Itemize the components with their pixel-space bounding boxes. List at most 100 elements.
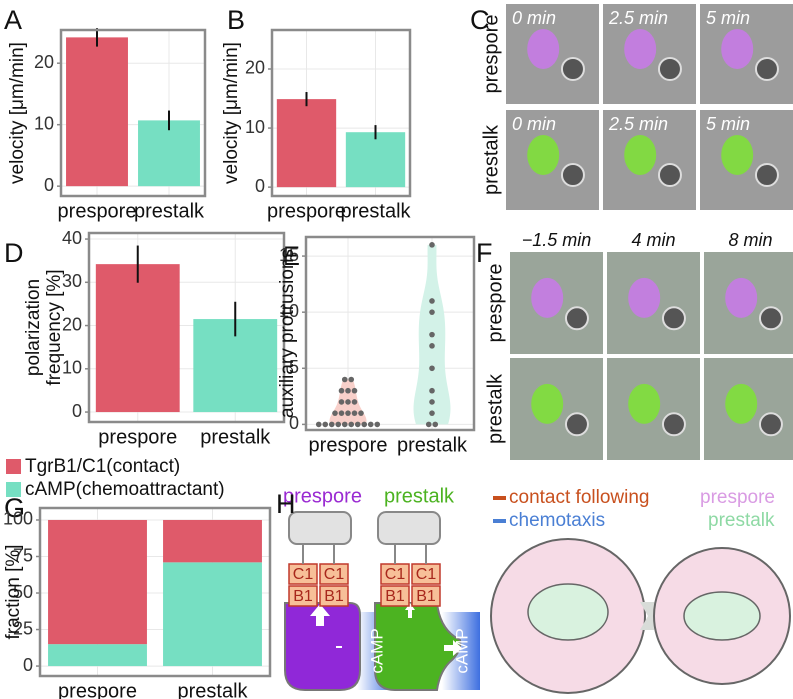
- panel-label: G: [4, 493, 25, 523]
- bar-segment: [48, 644, 147, 667]
- receptor-label: B1: [293, 588, 313, 605]
- point: [351, 399, 358, 405]
- cell: [721, 135, 754, 175]
- point: [429, 331, 435, 338]
- time-label: 8 min: [728, 230, 772, 250]
- bar-segment: [163, 562, 262, 667]
- time-label: 2.5 min: [608, 8, 668, 28]
- panel-label: E: [282, 241, 300, 271]
- y-tick-label: 20: [62, 314, 82, 334]
- panel-label: F: [476, 238, 493, 268]
- time-label: 0 min: [512, 8, 556, 28]
- y-tick-label: 15: [279, 245, 299, 265]
- row-label: prespore: [480, 15, 502, 94]
- receptor-label: B1: [324, 588, 344, 605]
- y-tick-label: 20: [245, 58, 265, 78]
- receptor: [411, 585, 441, 607]
- receptor-label: B1: [416, 588, 436, 605]
- cell-cap: [377, 511, 441, 545]
- point: [315, 421, 322, 428]
- h-right-title: prestalk: [384, 485, 455, 507]
- point: [341, 376, 348, 383]
- h-legend: chemotaxis: [509, 510, 605, 531]
- receptor: [319, 585, 349, 607]
- bead: [758, 412, 783, 437]
- bar-segment: [163, 519, 262, 563]
- y-axis-label: polarization: [23, 279, 44, 376]
- point: [367, 421, 374, 428]
- receptor-label: C1: [293, 566, 314, 583]
- point: [322, 421, 329, 428]
- row-label: prestalk: [484, 373, 506, 444]
- cell-cap: [288, 511, 352, 545]
- bead: [560, 57, 585, 81]
- x-tick-label: prestalk: [134, 200, 205, 222]
- y-tick-label: 5: [289, 357, 299, 377]
- point: [429, 343, 435, 349]
- cell: [725, 383, 758, 424]
- arrow: [310, 604, 330, 626]
- y-tick-label: 0: [23, 655, 33, 675]
- plot-frame: [59, 28, 207, 198]
- bar: [345, 132, 406, 188]
- x-tick-label: prespore: [98, 426, 177, 448]
- time-label: 2.5 min: [608, 114, 668, 134]
- prespore-cell: [284, 602, 361, 691]
- cell: [624, 135, 657, 175]
- point: [348, 421, 355, 428]
- cell: [527, 135, 560, 175]
- y-axis-label: velocity [μm/min]: [221, 42, 242, 184]
- time-label: 4 min: [631, 230, 675, 250]
- h-legend: contact following: [509, 487, 649, 508]
- cell: [725, 277, 758, 318]
- bead: [661, 306, 686, 331]
- point: [429, 242, 435, 248]
- y-axis-label: frequency [%]: [44, 269, 65, 385]
- y-tick-label: 0: [72, 401, 82, 421]
- legend-label: TgrB1/C1(contact): [25, 456, 180, 477]
- bead: [657, 163, 682, 187]
- plot-frame: [270, 28, 412, 198]
- y-axis-label: auxiliary protrusions: [277, 249, 298, 418]
- h-legend: prespore: [700, 487, 775, 508]
- point: [338, 399, 345, 405]
- x-tick-label: prespore: [58, 200, 137, 222]
- y-tick-label: 10: [245, 117, 265, 137]
- point: [358, 410, 364, 416]
- panel-label: D: [4, 238, 24, 268]
- point: [425, 421, 432, 428]
- y-tick-label: 10: [62, 358, 82, 378]
- point: [345, 399, 351, 405]
- cell: [531, 277, 564, 318]
- bar: [276, 99, 337, 188]
- y-tick-label: 10: [279, 301, 299, 321]
- point: [338, 410, 345, 416]
- receptor: [380, 585, 410, 607]
- y-tick-label: 75: [13, 545, 33, 565]
- point: [345, 387, 351, 394]
- receptor-label: C1: [385, 566, 406, 583]
- receptor: [288, 585, 318, 607]
- point: [429, 298, 435, 304]
- h-signal: cAMP: [452, 628, 471, 673]
- prestalk-cell: [374, 602, 462, 691]
- cell: [531, 383, 564, 424]
- bead: [661, 412, 686, 437]
- y-tick-label: 0: [44, 175, 54, 195]
- y-axis-label: fraction [%]: [3, 544, 24, 639]
- bar-segment: [48, 519, 147, 645]
- cell: [721, 29, 754, 69]
- time-label: −1.5 min: [522, 230, 592, 250]
- bar: [66, 37, 128, 187]
- x-tick-label: prestalk: [200, 426, 271, 448]
- cell: [527, 29, 560, 69]
- receptor-label: B1: [385, 588, 405, 605]
- x-tick-label: prestalk: [177, 680, 248, 699]
- h-signal: cAMP: [367, 628, 386, 673]
- point: [361, 421, 368, 428]
- receptor-label: C1: [416, 566, 437, 583]
- bead: [754, 57, 779, 81]
- point: [348, 376, 355, 383]
- point: [332, 410, 338, 416]
